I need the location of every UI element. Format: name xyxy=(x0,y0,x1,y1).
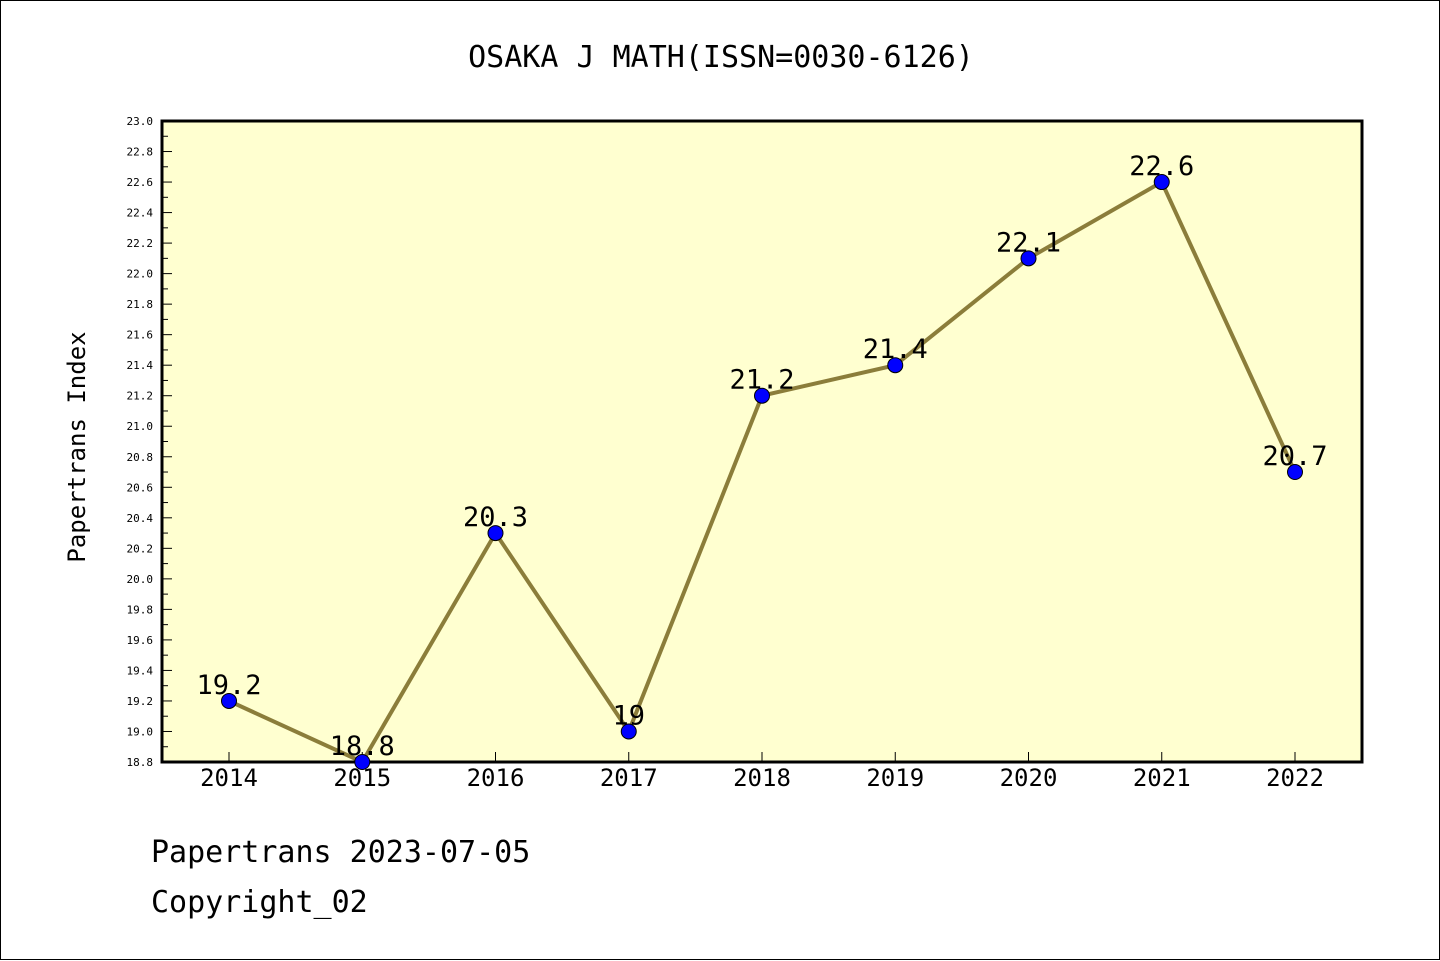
data-label: 20.3 xyxy=(463,502,528,533)
y-tick-label: 21.4 xyxy=(127,359,154,372)
data-point xyxy=(620,723,637,740)
data-point xyxy=(221,692,237,709)
y-tick-label: 20.8 xyxy=(127,451,154,464)
data-label: 19 xyxy=(612,700,645,731)
data-label: 22.1 xyxy=(996,227,1061,258)
plot-area xyxy=(160,119,1364,764)
chart-title: OSAKA J MATH(ISSN=0030-6126) xyxy=(468,40,974,75)
series-markers xyxy=(221,174,1303,770)
y-axis-label: Papertrans Index xyxy=(63,331,91,562)
footer-date-text: Papertrans 2023-07-05 xyxy=(151,835,531,870)
y-tick-label: 21.2 xyxy=(127,390,154,403)
x-axis: 2014 2015 2016 2017 2018 2019 2020 2021 2022 xyxy=(200,752,1324,792)
y-axis: 18.8 19.0 19.2 19.4 19.6 19.8 20.0 20.2 20.4 20.6… xyxy=(127,115,172,769)
x-tick-label: 2021 xyxy=(1133,764,1191,792)
y-tick-label: 19.2 xyxy=(127,695,154,708)
y-tick-label: 20.0 xyxy=(127,573,154,586)
y-tick-label: 19.4 xyxy=(127,664,154,677)
y-tick-label: 22.2 xyxy=(127,237,154,250)
x-tick-label: 2014 xyxy=(200,764,258,792)
x-tick-label: 2019 xyxy=(866,764,924,792)
y-tick-label: 20.4 xyxy=(127,512,154,525)
x-tick-label: 2018 xyxy=(733,764,791,792)
y-tick-label: 22.4 xyxy=(127,207,154,220)
data-labels: 19.2 18.8 20.3 19 21.2 21.4 22.1 22.6 20.7 xyxy=(196,151,1327,762)
data-label: 18.8 xyxy=(330,731,395,762)
y-tick-label: 21.0 xyxy=(127,420,154,433)
y-tick-label: 20.6 xyxy=(127,481,154,494)
y-tick-label: 22.6 xyxy=(127,176,154,189)
data-point xyxy=(354,754,371,770)
data-point xyxy=(887,357,904,374)
y-tick-label: 22.8 xyxy=(127,146,154,159)
y-tick-label: 19.6 xyxy=(127,634,154,647)
x-tick-label: 2020 xyxy=(1000,764,1058,792)
y-tick-label: 23.0 xyxy=(127,115,154,128)
y-tick-label: 22.0 xyxy=(127,268,154,281)
data-label: 20.7 xyxy=(1262,441,1327,472)
data-point xyxy=(1020,250,1037,267)
data-point xyxy=(1287,464,1303,481)
data-label: 19.2 xyxy=(196,670,261,701)
y-tick-label: 19.8 xyxy=(127,603,154,616)
y-tick-label: 18.8 xyxy=(127,756,154,769)
data-point xyxy=(754,387,770,404)
y-tick-label: 20.2 xyxy=(127,542,154,555)
data-point xyxy=(487,525,504,542)
footer-copyright-text: Copyright_02 xyxy=(151,885,368,920)
y-tick-label: 21.8 xyxy=(127,298,154,311)
x-tick-label: 2016 xyxy=(467,764,525,792)
y-tick-label: 19.0 xyxy=(127,725,154,738)
y-tick-label: 21.6 xyxy=(127,329,154,342)
x-tick-label: 2022 xyxy=(1266,764,1324,792)
x-tick-label: 2017 xyxy=(600,764,658,792)
data-label: 21.4 xyxy=(863,334,928,365)
data-point xyxy=(1153,174,1170,191)
data-label: 22.6 xyxy=(1129,151,1194,182)
data-label: 21.2 xyxy=(729,365,794,396)
